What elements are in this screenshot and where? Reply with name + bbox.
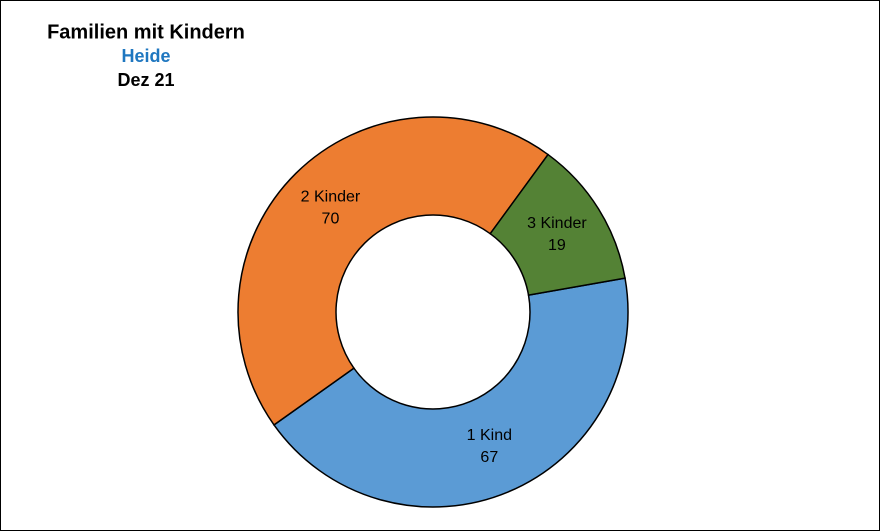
donut-slice [489, 153, 626, 297]
slice-label: 1 Kind [467, 427, 512, 444]
slice-value: 67 [480, 449, 498, 466]
chart-subtitle: Heide [121, 46, 170, 66]
slice-label: 2 Kinder [301, 188, 361, 205]
chart-date: Dez 21 [117, 70, 174, 90]
chart-title: Familien mit Kindern [47, 21, 245, 43]
donut-slice [272, 277, 629, 508]
donut-slice [237, 116, 550, 426]
slice-value: 19 [548, 237, 566, 254]
slice-value: 70 [322, 210, 340, 227]
slice-label: 3 Kinder [527, 215, 587, 232]
